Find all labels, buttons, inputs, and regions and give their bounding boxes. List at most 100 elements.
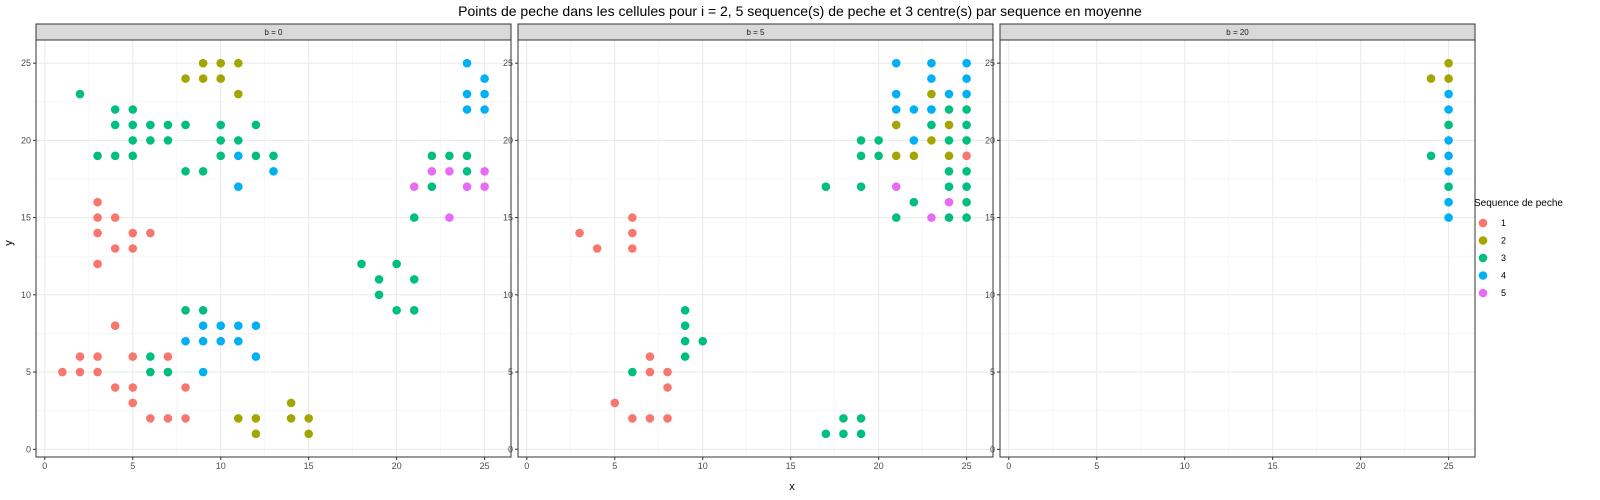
data-point	[128, 151, 138, 161]
data-point	[392, 259, 401, 269]
series-3	[1426, 120, 1453, 192]
data-point	[856, 136, 866, 145]
x-tick-label: 5	[130, 461, 135, 471]
legend-title: Sequence de peche	[1474, 198, 1563, 209]
data-point	[927, 89, 936, 99]
series-5	[409, 166, 489, 222]
data-point	[75, 352, 85, 361]
panel-3: b = 20 0 5 10 15 20 25 0 5 10 15 20 25	[985, 23, 1476, 471]
data-point	[409, 182, 419, 192]
data-point	[93, 151, 102, 161]
data-point	[909, 151, 919, 161]
data-point	[181, 305, 190, 315]
data-point	[93, 228, 102, 238]
data-point	[480, 89, 489, 99]
data-point	[663, 383, 672, 392]
x-tick-label: 15	[786, 461, 796, 471]
data-point	[891, 89, 901, 99]
data-point	[409, 213, 419, 222]
data-point	[216, 151, 226, 161]
data-point	[146, 120, 155, 130]
data-point	[146, 367, 155, 377]
data-point	[962, 120, 971, 130]
facet-strip-label: b = 20	[1226, 28, 1249, 37]
y-tick-label: 10	[503, 290, 513, 300]
y-tick-label: 10	[985, 290, 995, 300]
chart-title: Points de peche dans les cellules pour i…	[458, 3, 1142, 19]
series-5	[891, 182, 954, 222]
x-axis-title: x	[789, 481, 795, 493]
y-tick-label: 5	[26, 367, 31, 377]
data-point	[944, 120, 954, 130]
data-point	[891, 182, 901, 192]
data-point	[128, 136, 138, 145]
data-point	[680, 336, 690, 346]
series-3	[628, 105, 971, 439]
data-point	[462, 166, 472, 176]
data-point	[856, 182, 866, 192]
data-point	[962, 151, 971, 161]
legend-key-2	[1478, 236, 1488, 245]
data-point	[216, 136, 226, 145]
data-point	[146, 228, 155, 238]
data-point	[234, 58, 243, 68]
data-point	[944, 136, 954, 145]
data-point	[286, 398, 296, 408]
data-point	[680, 321, 690, 331]
y-tick-label: 0	[26, 444, 31, 454]
panel-1: b = 0 0 5 10 15 20 25 0 5 10 15 20 25	[21, 23, 512, 471]
data-point	[891, 58, 901, 68]
x-tick-label: 0	[1006, 461, 1011, 471]
legend-key-5	[1478, 288, 1488, 298]
data-point	[628, 414, 637, 423]
data-point	[93, 367, 102, 377]
data-point	[891, 120, 901, 130]
data-point	[962, 105, 971, 114]
series-1	[575, 151, 971, 423]
data-point	[628, 367, 637, 377]
y-tick-label: 20	[985, 135, 995, 145]
series-4	[1444, 89, 1453, 222]
data-point	[93, 352, 102, 361]
data-point	[93, 259, 102, 269]
data-point	[1444, 105, 1453, 114]
data-point	[128, 105, 138, 114]
data-point	[962, 182, 971, 192]
legend-label-4: 4	[1501, 271, 1506, 281]
data-point	[1444, 74, 1453, 83]
data-point	[462, 182, 472, 192]
data-point	[944, 213, 954, 222]
data-point	[181, 383, 190, 392]
data-point	[839, 429, 848, 439]
data-point	[445, 213, 454, 222]
data-point	[181, 120, 190, 130]
data-point	[1444, 151, 1453, 161]
data-point	[304, 429, 313, 439]
data-point	[927, 136, 936, 145]
data-point	[128, 352, 138, 361]
data-point	[286, 414, 296, 423]
data-point	[146, 136, 155, 145]
data-point	[1444, 166, 1453, 176]
y-tick-label: 20	[21, 135, 31, 145]
x-tick-label: 0	[524, 461, 529, 471]
data-point	[216, 321, 226, 331]
data-point	[909, 105, 919, 114]
data-point	[181, 336, 190, 346]
data-point	[944, 197, 954, 207]
data-point	[234, 182, 243, 192]
data-point	[75, 367, 85, 377]
data-point	[75, 89, 85, 99]
data-point	[110, 383, 120, 392]
data-point	[181, 74, 190, 83]
data-point	[128, 383, 138, 392]
data-point	[128, 228, 138, 238]
data-point	[198, 336, 208, 346]
data-point	[1444, 213, 1453, 222]
data-point	[962, 74, 971, 83]
panel-border	[35, 39, 512, 458]
data-point	[181, 414, 190, 423]
data-point	[944, 151, 954, 161]
data-point	[1444, 120, 1453, 130]
data-point	[944, 166, 954, 176]
